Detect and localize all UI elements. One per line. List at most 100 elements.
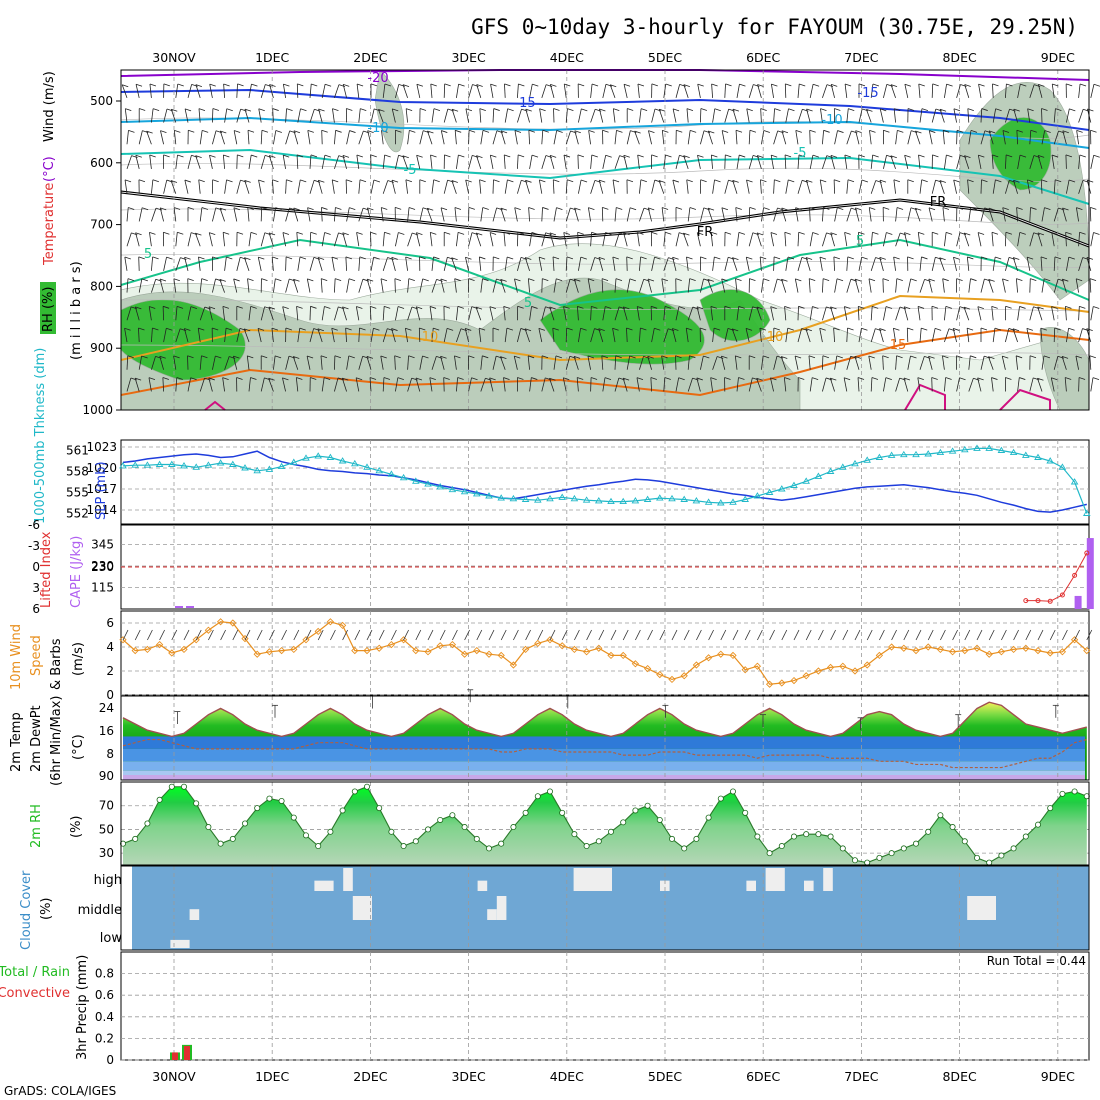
wind10-barb bbox=[940, 629, 946, 641]
wind-barb-flag bbox=[1065, 154, 1073, 158]
wind-barb bbox=[233, 278, 238, 293]
wind-barb-flag bbox=[135, 83, 143, 87]
wind-barb-flag bbox=[903, 377, 911, 381]
wind10-barb bbox=[988, 629, 995, 641]
wind-barb-flag bbox=[1016, 355, 1023, 359]
wind-barb-flag bbox=[1038, 84, 1045, 87]
wind-barb bbox=[382, 83, 386, 98]
wind10-barb bbox=[378, 629, 385, 641]
wind-barb-flag bbox=[317, 257, 325, 260]
wind-barb bbox=[685, 328, 689, 343]
wind-barb bbox=[126, 232, 132, 247]
thickness-marker bbox=[875, 453, 884, 460]
wind-barb-flag bbox=[176, 305, 184, 309]
thickness-marker bbox=[936, 448, 945, 456]
wind-barb bbox=[942, 355, 945, 370]
wind-barb bbox=[773, 278, 778, 293]
wind-barb bbox=[342, 306, 347, 321]
rh2m-marker bbox=[437, 816, 444, 823]
wind-barb bbox=[283, 84, 286, 98]
wind-barb-flag bbox=[857, 377, 865, 380]
wind-barb bbox=[429, 306, 433, 321]
wind-barb-flag bbox=[261, 278, 268, 281]
wind-barb bbox=[395, 155, 399, 169]
wind10-barb bbox=[866, 629, 873, 641]
wind-barb bbox=[1017, 377, 1020, 392]
wind-barb-flag bbox=[408, 278, 415, 282]
wind-barb bbox=[808, 355, 811, 370]
wind10-barb bbox=[781, 629, 788, 641]
wind-barb bbox=[602, 232, 606, 247]
wind-barb-flag bbox=[493, 256, 500, 260]
wind-barb-flag bbox=[332, 179, 339, 183]
precip-bar-convective bbox=[184, 1045, 190, 1060]
wind-barb-flag bbox=[917, 306, 925, 309]
rh2m-marker bbox=[498, 840, 505, 847]
wind-barb-flag bbox=[805, 328, 813, 332]
wind-barb-flag bbox=[879, 179, 887, 183]
wind-barb bbox=[260, 306, 265, 321]
wind-barb bbox=[489, 377, 494, 392]
wind-barb-flag bbox=[992, 154, 999, 158]
wind-barb bbox=[809, 84, 814, 98]
wind-barb bbox=[781, 207, 787, 222]
wind-barb-flag bbox=[787, 327, 794, 331]
wind-barb bbox=[321, 84, 326, 98]
wind-barb-flag bbox=[721, 207, 729, 211]
wind-barb-flag bbox=[539, 179, 546, 183]
wind-barb-flag bbox=[384, 231, 391, 235]
wind-barb-flag bbox=[1065, 231, 1072, 235]
wind-barb bbox=[271, 256, 274, 271]
wind-barb bbox=[209, 155, 213, 169]
wind-barb-flag bbox=[623, 154, 630, 158]
wind-barb bbox=[639, 108, 642, 123]
wind-barb bbox=[126, 155, 132, 170]
wind-barb bbox=[590, 83, 593, 98]
wind-barb bbox=[468, 232, 473, 247]
wind-barb-flag bbox=[566, 327, 573, 331]
wind-barb bbox=[710, 306, 713, 321]
wind-barb-flag bbox=[1037, 377, 1044, 381]
wind-barb-flag bbox=[553, 108, 560, 111]
wind-barb bbox=[268, 306, 274, 321]
upper-label-mb: (m i l l i b a r s) bbox=[69, 261, 84, 360]
temperature-contour bbox=[120, 116, 1090, 149]
wind-barb bbox=[370, 179, 375, 194]
wind-barb-flag bbox=[383, 377, 391, 380]
wind-barb bbox=[944, 377, 947, 392]
wind-barb bbox=[919, 179, 923, 194]
wind-barb-flag bbox=[588, 130, 595, 133]
rh2m-tick-label: 50 bbox=[99, 822, 114, 836]
wind-barb-flag bbox=[820, 179, 827, 183]
wind-barb bbox=[247, 278, 250, 293]
wind-barb bbox=[212, 355, 216, 370]
wind-barb bbox=[931, 257, 936, 271]
wind-barb-flag bbox=[233, 207, 241, 211]
wind-barb bbox=[1029, 155, 1035, 170]
date-label-top: 3DEC bbox=[451, 50, 485, 65]
wind10-barb bbox=[818, 629, 824, 641]
wind-barb-flag bbox=[356, 83, 364, 87]
wind-barb bbox=[822, 84, 828, 99]
thickness-marker bbox=[546, 494, 554, 502]
wind-barb bbox=[1076, 130, 1079, 145]
wind-barb bbox=[822, 130, 825, 145]
wind-barb bbox=[258, 108, 262, 123]
wind-barb-flag bbox=[507, 256, 514, 260]
wind-barb bbox=[480, 355, 483, 370]
wind-barb-flag bbox=[781, 207, 788, 211]
wind10-barb bbox=[159, 629, 165, 641]
wind-barb bbox=[1053, 356, 1059, 370]
wind-barb bbox=[273, 130, 277, 145]
wind-barb bbox=[248, 154, 252, 169]
wind-barb bbox=[260, 232, 266, 247]
wind-barb bbox=[746, 108, 750, 123]
wind-barb-flag bbox=[981, 256, 988, 260]
wind-barb bbox=[846, 130, 852, 145]
wind-barb bbox=[903, 306, 909, 321]
wind-barb-flag bbox=[921, 327, 928, 331]
wind-barb bbox=[614, 207, 617, 222]
